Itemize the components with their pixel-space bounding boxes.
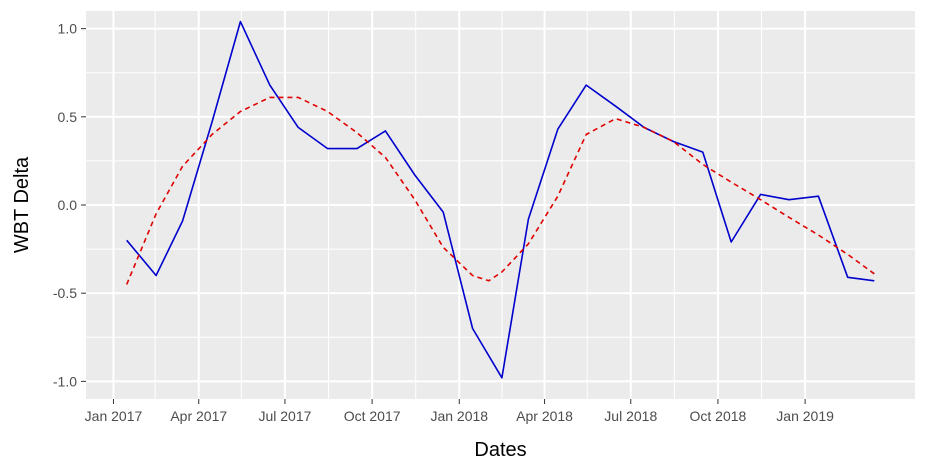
y-tick-label: 0.5 [58,109,78,125]
series-line-1 [126,20,875,379]
axis-ticks [81,28,806,404]
x-tick-labels: Jan 2017 Apr 2017 Jul 2017 Oct 2017 Jan 2018… [85,408,834,424]
x-tick-label: Jul 2018 [604,408,657,424]
x-tick-label: Apr 2018 [516,408,573,424]
y-tick-label: 0.0 [58,197,78,213]
x-tick-label: Jul 2017 [258,408,311,424]
x-tick-label: Jan 2017 [85,408,143,424]
y-tick-labels: 1.0 0.5 0.0 -0.5 -1.0 [53,21,77,390]
x-axis-title: Dates [474,439,526,461]
series-line-2 [125,96,875,285]
x-tick-label: Oct 2017 [344,408,401,424]
x-tick-label: Jan 2018 [430,408,488,424]
x-tick-label: Jan 2019 [776,408,834,424]
y-tick-label: -1.0 [53,373,77,389]
y-tick-label: -0.5 [53,285,77,301]
x-tick-label: Oct 2018 [690,408,747,424]
y-tick-label: 1.0 [58,21,78,37]
x-tick-label: Apr 2017 [170,408,227,424]
y-axis-title: WBT Delta [11,156,33,253]
series-layer [125,20,875,379]
major-gridlines [86,11,915,399]
